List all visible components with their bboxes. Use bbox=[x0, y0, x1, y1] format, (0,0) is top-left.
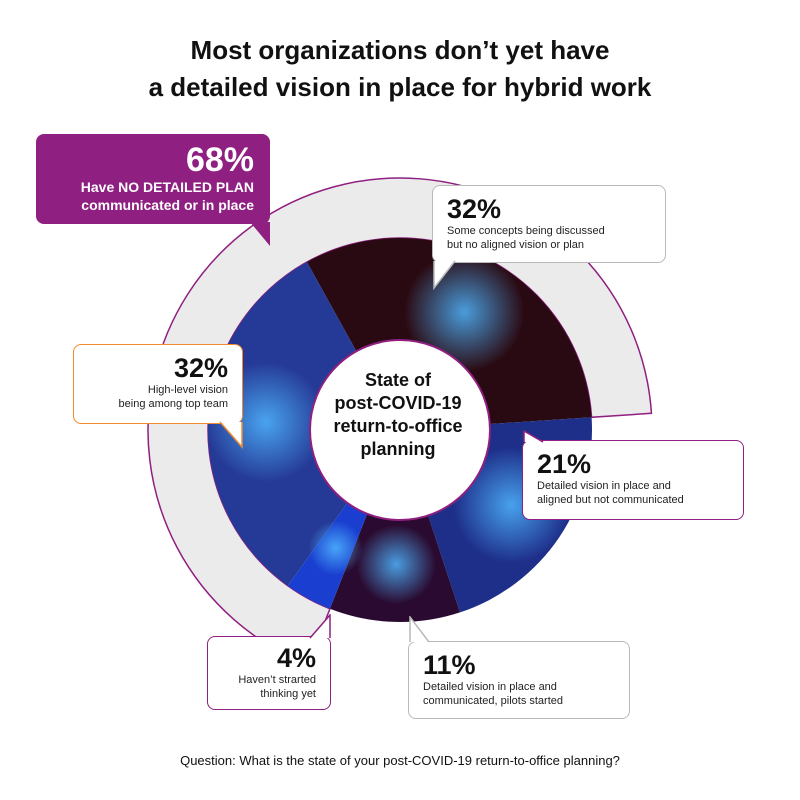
callout-not-started-line-2: thinking yet bbox=[260, 688, 316, 700]
chart-title: Most organizations don’t yet have a deta… bbox=[0, 32, 800, 106]
callout-high-level: 32% High-level vision being among top te… bbox=[73, 344, 243, 424]
callout-pilots-line-1: Detailed vision in place and bbox=[423, 681, 557, 693]
callout-concepts-line-2: but no aligned vision or plan bbox=[447, 239, 584, 251]
callout-pilots: 11% Detailed vision in place and communi… bbox=[408, 641, 630, 719]
callout-not-started: 4% Haven’t strarted thinking yet bbox=[207, 636, 331, 710]
callout-aligned-tail bbox=[523, 430, 544, 443]
callout-high-level-value: 32% bbox=[173, 353, 228, 383]
callout-pilots-tail bbox=[409, 616, 430, 643]
callout-not-started-line-1: Haven’t strarted bbox=[238, 674, 316, 686]
highlight-line-2: communicated or in place bbox=[81, 197, 254, 213]
center-label-line-1: State of bbox=[364, 370, 431, 390]
callout-concepts-tail bbox=[433, 260, 456, 290]
highlight-value: 68% bbox=[185, 141, 254, 179]
callout-aligned-line-2: aligned but not communicated bbox=[537, 494, 684, 506]
callout-pilots-line-2: communicated, pilots started bbox=[423, 695, 564, 707]
center-circle bbox=[309, 339, 491, 521]
slice-pilots-glow bbox=[356, 524, 437, 605]
slice-not-started-glow bbox=[308, 520, 363, 576]
callout-concepts-value: 32% bbox=[447, 194, 502, 224]
center-label: State of post-COVID-19 return-to-office … bbox=[318, 369, 478, 461]
question-text: Question: What is the state of your post… bbox=[180, 753, 620, 768]
callout-aligned: 21% Detailed vision in place and aligned… bbox=[522, 440, 744, 520]
callout-high-level-tail bbox=[219, 421, 243, 449]
title-line-1: Most organizations don’t yet have bbox=[190, 35, 610, 65]
highlight-line-1: Have NO DETAILED PLAN bbox=[80, 179, 254, 195]
highlight-callout: 68% Have NO DETAILED PLAN communicated o… bbox=[36, 134, 270, 224]
callout-aligned-line-1: Detailed vision in place and bbox=[537, 480, 671, 492]
callout-not-started-value: 4% bbox=[276, 643, 316, 673]
highlight-callout-tail bbox=[250, 222, 270, 246]
callout-concepts: 32% Some concepts being discussed but no… bbox=[432, 185, 666, 263]
callout-aligned-value: 21% bbox=[537, 449, 592, 479]
center-label-line-3: return-to-office bbox=[333, 416, 463, 436]
center-label-line-2: post-COVID-19 bbox=[334, 393, 462, 413]
callout-not-started-tail bbox=[309, 614, 331, 639]
title-line-2: a detailed vision in place for hybrid wo… bbox=[148, 72, 652, 102]
center-label-line-4: planning bbox=[360, 439, 436, 459]
callout-high-level-line-1: High-level vision bbox=[147, 384, 228, 396]
callout-pilots-value: 11% bbox=[423, 650, 476, 680]
callout-high-level-line-2: being among top team bbox=[118, 398, 228, 410]
callout-concepts-line-1: Some concepts being discussed bbox=[447, 225, 605, 237]
